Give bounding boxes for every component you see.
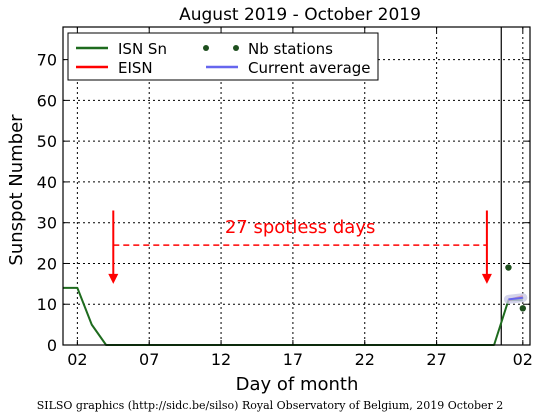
y-tick-label: 60	[37, 91, 57, 110]
plot-frame	[62, 26, 531, 346]
station-count-point	[519, 305, 527, 312]
series-line-isn	[63, 286, 523, 346]
y-tick-label: 20	[37, 254, 57, 273]
legend-isn-label: ISN Sn	[118, 40, 167, 58]
y-axis-label: Sunspot Number	[6, 114, 27, 266]
legend-stations-dot	[233, 45, 239, 51]
y-tick-label: 30	[37, 214, 57, 233]
footer-credit: SILSO graphics (http://sidc.be/silso) Ro…	[37, 399, 504, 412]
legend-box	[67, 32, 379, 81]
x-tick-label: 02	[513, 350, 533, 369]
spotless-start-arrowhead	[108, 273, 119, 284]
grid-layer	[63, 27, 530, 345]
legend-stations-label: Nb stations	[248, 40, 333, 58]
y-tick-label: 40	[37, 173, 57, 192]
x-tick-label: 02	[67, 350, 87, 369]
x-tick-label: 12	[211, 350, 231, 369]
x-tick-label: 07	[139, 350, 159, 369]
legend-stations-dot	[203, 45, 209, 51]
station-count-point	[505, 264, 512, 271]
spotless-end-arrowhead	[481, 273, 492, 284]
y-tick-label: 70	[37, 51, 57, 70]
legend-average-label: Current average	[248, 59, 371, 77]
annotation-layer: 27 spotless days	[108, 210, 492, 284]
y-tick-label: 10	[37, 295, 57, 314]
legend-eisn-label: EISN	[118, 59, 153, 77]
series-line-average	[508, 296, 523, 301]
x-tick-label: 27	[426, 350, 446, 369]
axes-layer: 0 10 20 30 40 50 60 70 02 07 12 17 22 27 02	[37, 26, 533, 369]
x-tick-label: 17	[283, 350, 303, 369]
spotless-days-label: 27 spotless days	[225, 217, 376, 238]
x-tick-label: 22	[355, 350, 375, 369]
y-tick-label: 50	[37, 132, 57, 151]
chart-title: August 2019 - October 2019	[179, 5, 421, 25]
x-axis-label: Day of month	[236, 374, 359, 395]
y-tick-label: 0	[47, 336, 57, 355]
